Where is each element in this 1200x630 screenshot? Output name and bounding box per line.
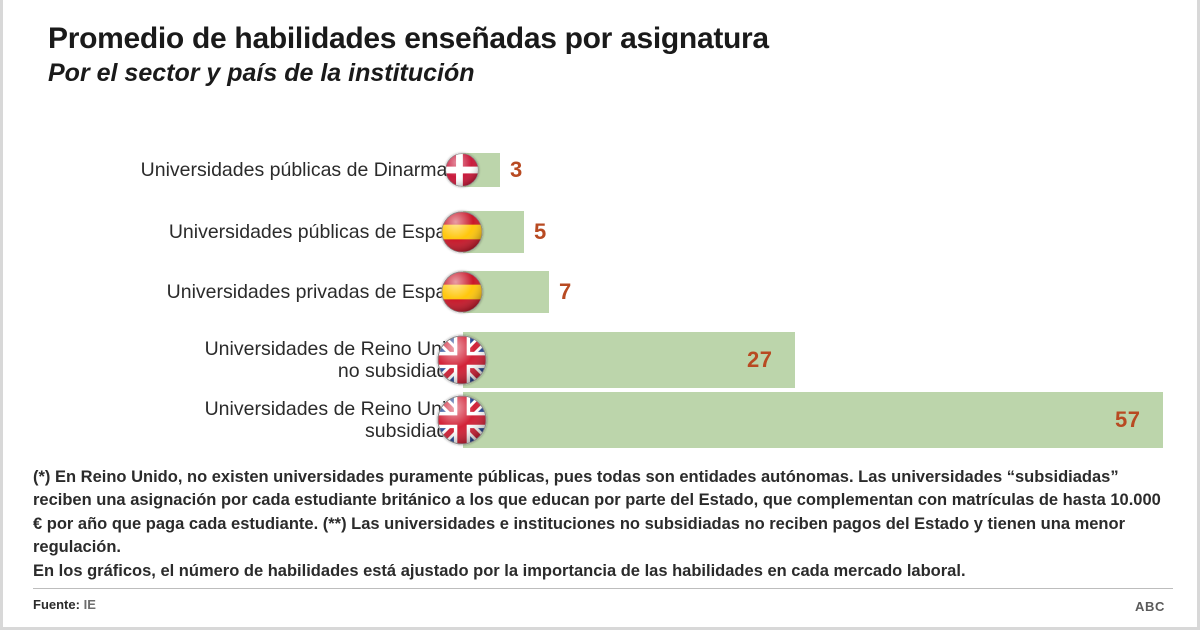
uk-flag-icon bbox=[437, 335, 487, 385]
bar-category-label: Universidades públicas de Dinarmaca bbox=[140, 158, 468, 181]
footnotes: (*) En Reino Unido, no existen universid… bbox=[33, 466, 1173, 583]
bar bbox=[463, 332, 795, 388]
source-label: Fuente: bbox=[33, 597, 80, 612]
bar-value-label: 7 bbox=[559, 279, 572, 304]
chart-row: Universidades públicas de España 5 bbox=[3, 210, 1200, 254]
bar-track: 3 bbox=[463, 153, 1163, 187]
source-credit: Fuente: IE bbox=[33, 597, 96, 612]
footnote-line-1: (*) En Reino Unido, no existen universid… bbox=[33, 468, 1161, 557]
bar bbox=[463, 392, 1163, 448]
chart-row: Universidades privadas de España 7 bbox=[3, 270, 1200, 314]
chart-row: Universidades de Reino Unido subsidiadas… bbox=[3, 390, 1200, 450]
bar-chart: Universidades públicas de Dinarmaca 3 Univ… bbox=[3, 140, 1200, 450]
spain-flag-icon bbox=[441, 211, 483, 253]
spain-flag-icon bbox=[441, 271, 483, 313]
source-value: IE bbox=[83, 597, 96, 612]
bar-value-label: 5 bbox=[534, 219, 547, 244]
footer-divider bbox=[33, 588, 1173, 589]
denmark-flag-icon bbox=[445, 153, 479, 187]
bar-track: 7 bbox=[463, 271, 1163, 313]
bar-category-label: Universidades privadas de España bbox=[166, 280, 468, 303]
footnote-line-2: En los gráficos, el número de habilidade… bbox=[33, 561, 966, 580]
bar-value-label: 27 bbox=[747, 347, 773, 372]
bar-value-label: 3 bbox=[510, 157, 523, 182]
page-subtitle: Por el sector y país de la institución bbox=[48, 58, 475, 87]
bar-category-label: Universidades públicas de España bbox=[168, 220, 468, 243]
bar-category-label: Universidades de Reino Unido no subsidia… bbox=[204, 337, 468, 382]
bar-value-label: 57 bbox=[1115, 407, 1141, 432]
chart-row: Universidades públicas de Dinarmaca 3 bbox=[3, 150, 1200, 190]
page-title: Promedio de habilidades enseñadas por as… bbox=[48, 22, 769, 55]
chart-header: Promedio de habilidades enseñadas por as… bbox=[48, 22, 1158, 87]
bar-track: 5 bbox=[463, 211, 1163, 253]
uk-flag-icon bbox=[437, 395, 487, 445]
bar-category-label: Universidades de Reino Unido subsidiadas bbox=[204, 397, 468, 442]
bar-track: 57 bbox=[463, 392, 1163, 448]
brand-logo: ABC bbox=[1135, 599, 1165, 614]
chart-row: Universidades de Reino Unido no subsidia… bbox=[3, 330, 1200, 390]
bar-track: 27 bbox=[463, 332, 1163, 388]
